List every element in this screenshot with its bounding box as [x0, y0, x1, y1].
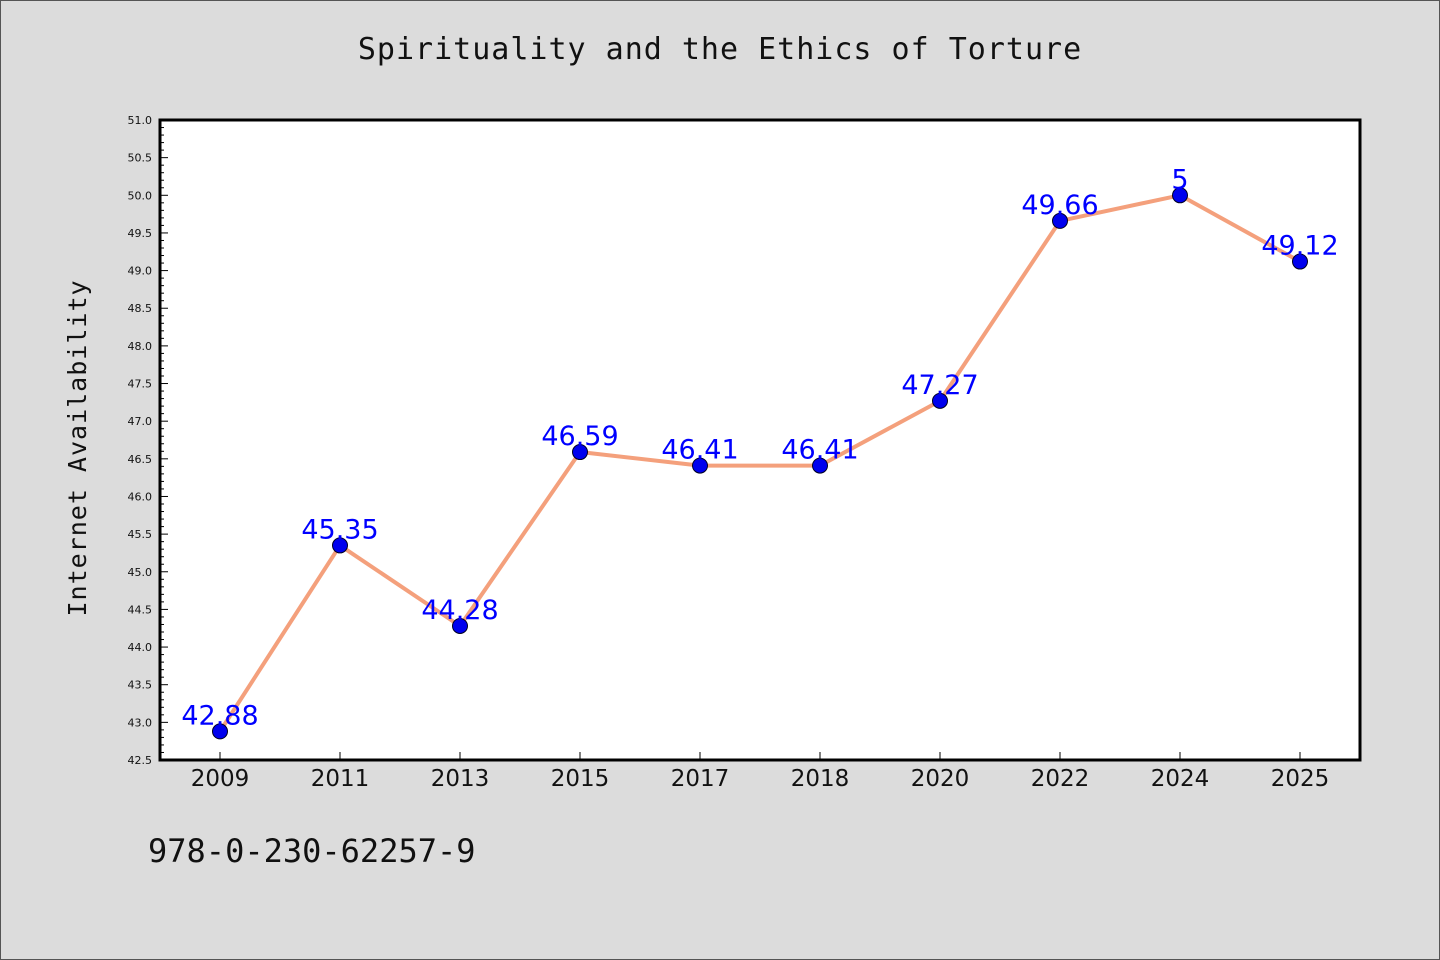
- plot-area: [158, 118, 1362, 762]
- chart-title: Spirituality and the Ethics of Torture: [357, 32, 1083, 67]
- y-tick-label: 42.5: [128, 754, 153, 767]
- x-tick-label: 2017: [671, 766, 730, 792]
- data-point: [1172, 187, 1188, 204]
- y-tick-label: 46.0: [128, 490, 153, 503]
- x-tick-label: 2020: [911, 766, 970, 792]
- y-axis-label: Internet Availability: [63, 279, 92, 616]
- data-label: 5: [1171, 164, 1188, 195]
- x-tick-label: 2009: [191, 766, 250, 792]
- data-point: [212, 723, 228, 740]
- y-tick-label: 49.0: [128, 265, 153, 278]
- x-tick-label: 2011: [311, 766, 370, 792]
- data-label: 46.41: [781, 435, 858, 466]
- data-point: [1292, 253, 1308, 270]
- y-tick-label: 50.5: [128, 152, 153, 165]
- data-label: 47.27: [901, 370, 978, 401]
- y-tick-label: 47.5: [128, 378, 153, 391]
- series-line: [218, 193, 1302, 734]
- y-axis: 42.5 43.0 43.5 44.0 44.5 45.0 45.5 46.0 46.5 47.0…: [128, 114, 168, 767]
- data-point: [812, 457, 828, 474]
- y-tick-label: 46.5: [128, 453, 153, 466]
- x-tick-label: 2013: [431, 766, 490, 792]
- x-tick-label: 2015: [551, 766, 610, 792]
- data-point: [332, 537, 348, 554]
- data-label: 49.12: [1261, 231, 1338, 262]
- data-label: 44.28: [421, 595, 498, 626]
- isbn-label: 978-0-230-62257-9: [148, 832, 476, 870]
- y-tick-label: 48.5: [128, 302, 153, 315]
- y-tick-label: 43.0: [128, 716, 153, 729]
- y-tick-label: 49.5: [128, 227, 153, 240]
- data-label: 46.41: [661, 435, 738, 466]
- data-label: 45.35: [301, 514, 378, 545]
- y-tick-label: 44.5: [128, 603, 153, 616]
- y-tick-label: 51.0: [128, 114, 153, 127]
- y-tick-label: 47.0: [128, 415, 153, 428]
- x-tick-label: 2025: [1271, 766, 1330, 792]
- y-tick-label: 43.5: [128, 679, 153, 692]
- data-point: [932, 392, 948, 409]
- x-tick-label: 2018: [791, 766, 850, 792]
- x-axis: 2009 2011 2013 2015 2017 2018 2020 2022 2024 2025: [191, 752, 1330, 792]
- series: 42.88 45.35 44.28 46.59 46.41 46.41 47.27 49.66…: [181, 164, 1339, 740]
- data-point: [452, 617, 468, 634]
- y-tick-label: 50.0: [128, 189, 153, 202]
- y-tick-label: 45.0: [128, 566, 153, 579]
- y-tick-label: 48.0: [128, 340, 153, 353]
- data-label: 46.59: [541, 421, 618, 452]
- data-point: [692, 457, 708, 474]
- y-tick-label: 44.0: [128, 641, 153, 654]
- data-label: 42.88: [181, 700, 258, 731]
- data-point: [1052, 212, 1068, 229]
- data-point: [572, 444, 588, 461]
- x-tick-label: 2024: [1151, 766, 1210, 792]
- x-tick-label: 2022: [1031, 766, 1090, 792]
- y-tick-label: 45.5: [128, 528, 153, 541]
- data-label: 49.66: [1021, 190, 1098, 221]
